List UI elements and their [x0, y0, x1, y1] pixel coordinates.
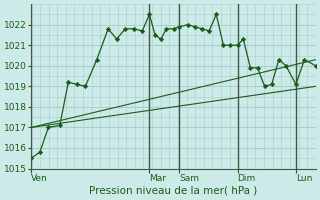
X-axis label: Pression niveau de la mer( hPa ): Pression niveau de la mer( hPa )	[90, 186, 258, 196]
